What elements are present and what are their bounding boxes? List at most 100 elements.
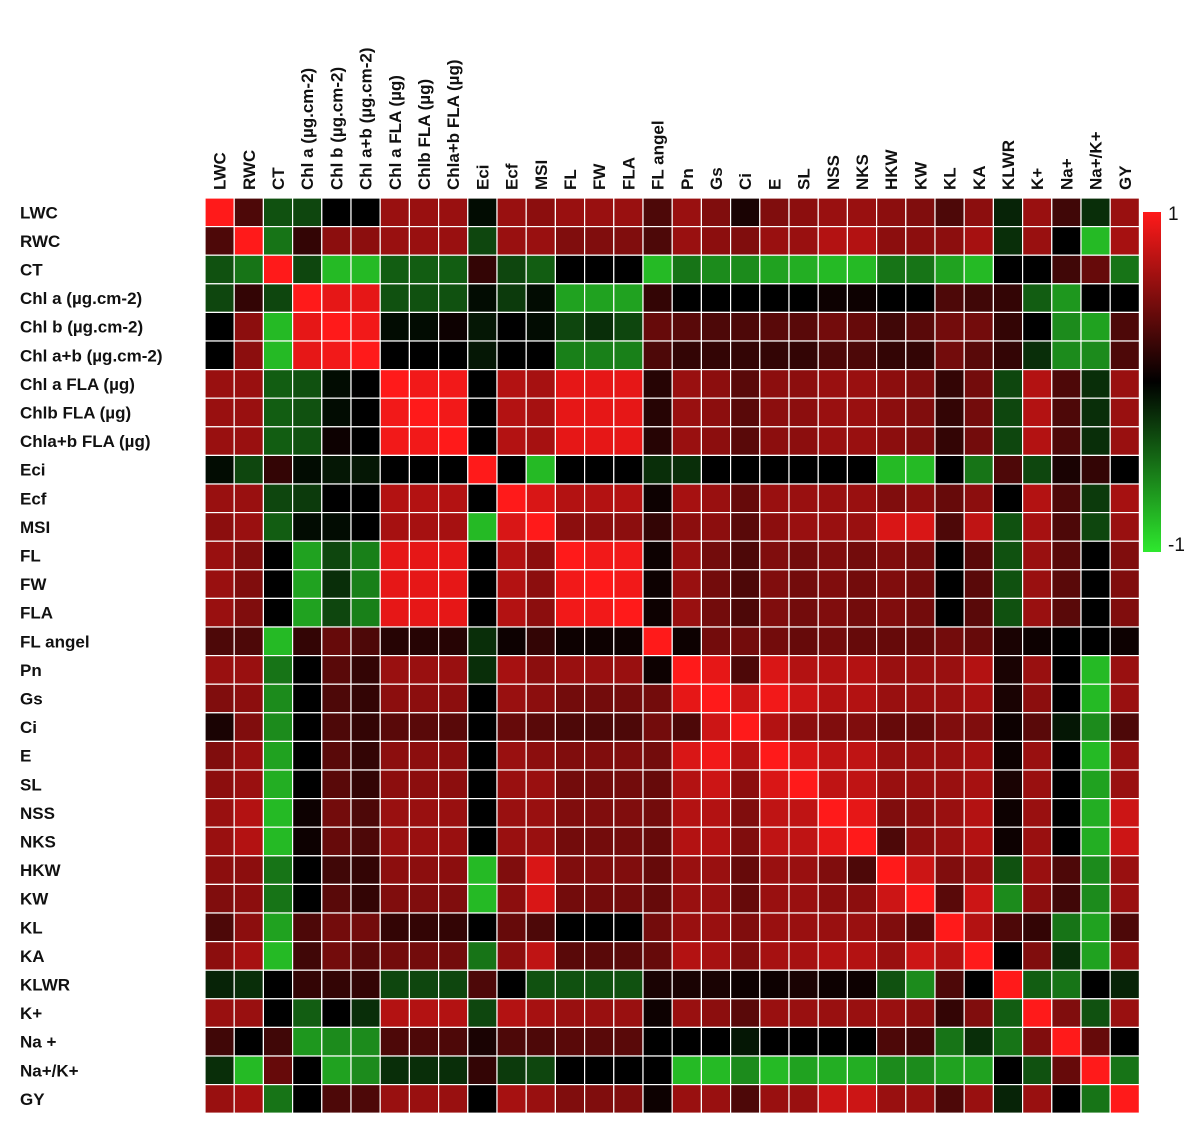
heatmap-cell <box>963 597 995 628</box>
heatmap-cell <box>729 397 761 428</box>
heatmap-cell <box>321 654 352 685</box>
heatmap-cell <box>262 254 294 285</box>
heatmap-cell <box>759 797 790 828</box>
heatmap-cell <box>350 569 381 599</box>
heatmap-cell <box>1051 369 1082 399</box>
heatmap-cell <box>671 912 703 943</box>
heatmap-cell <box>759 683 790 714</box>
heatmap-cell <box>583 1055 615 1086</box>
heatmap-cell <box>583 483 615 514</box>
heatmap-cell <box>729 226 761 256</box>
heatmap-cell <box>292 969 323 1000</box>
heatmap-cell <box>1051 483 1082 514</box>
heatmap-cell <box>642 826 673 857</box>
heatmap-cell <box>379 226 411 256</box>
heatmap-cell <box>321 855 352 885</box>
heatmap-cell <box>1021 226 1053 256</box>
heatmap-cell <box>1021 969 1053 1000</box>
heatmap-cell <box>992 912 1024 943</box>
heatmap-cell <box>525 340 557 371</box>
heatmap-cell <box>642 540 673 571</box>
heatmap-cell <box>467 797 498 828</box>
heatmap-cell <box>321 797 352 828</box>
heatmap-cell <box>262 226 294 256</box>
heatmap-cell <box>817 797 849 828</box>
heatmap-cell <box>496 826 527 857</box>
heatmap-cell <box>379 311 411 342</box>
heatmap-cell <box>379 712 411 742</box>
heatmap-cell <box>554 340 586 371</box>
heatmap-cell <box>846 340 878 371</box>
heatmap-cell <box>788 540 819 571</box>
heatmap-cell <box>233 626 264 657</box>
heatmap-cell <box>905 226 936 256</box>
heatmap-cell <box>671 998 703 1028</box>
heatmap-cell <box>408 769 440 800</box>
heatmap-cell <box>408 626 440 657</box>
heatmap-cell <box>496 1083 527 1114</box>
heatmap-cell <box>934 311 965 342</box>
heatmap-cell <box>759 1055 790 1086</box>
heatmap-cell <box>321 683 352 714</box>
heatmap-cell <box>233 1055 264 1086</box>
heatmap-cell <box>233 540 264 571</box>
heatmap-cell <box>934 340 965 371</box>
heatmap-cell <box>408 683 440 714</box>
heatmap-cell <box>671 540 703 571</box>
heatmap-cell <box>1080 226 1111 256</box>
heatmap-cell <box>1109 769 1140 800</box>
heatmap-cell <box>729 855 761 885</box>
heatmap-cell <box>204 683 235 714</box>
heatmap-cell <box>788 569 819 599</box>
heatmap-cell <box>729 511 761 542</box>
heatmap-cell <box>262 740 294 771</box>
heatmap-cell <box>700 454 732 485</box>
heatmap-cell <box>583 740 615 771</box>
heatmap-cell <box>321 226 352 256</box>
heatmap-cell <box>1021 397 1053 428</box>
row-label: KL <box>20 918 43 937</box>
heatmap-cell <box>817 998 849 1028</box>
heatmap-cell <box>729 1055 761 1086</box>
heatmap-cell <box>467 254 498 285</box>
heatmap-cell <box>292 683 323 714</box>
heatmap-cell <box>934 1055 965 1086</box>
heatmap-cell <box>262 511 294 542</box>
heatmap-cell <box>438 597 469 628</box>
heatmap-cell <box>729 340 761 371</box>
heatmap-cell <box>642 1055 673 1086</box>
heatmap-cell <box>992 712 1024 742</box>
heatmap-cell <box>233 940 264 971</box>
heatmap-cell <box>262 397 294 428</box>
heatmap-cell <box>496 626 527 657</box>
heatmap-cell <box>963 826 995 857</box>
heatmap-cell <box>321 883 352 914</box>
heatmap-cell <box>262 369 294 399</box>
heatmap-cell <box>554 683 586 714</box>
row-label: FW <box>20 575 47 594</box>
heatmap-cell <box>408 511 440 542</box>
heatmap-cell <box>642 397 673 428</box>
heatmap-cell <box>233 1083 264 1114</box>
column-label: Pn <box>678 168 697 190</box>
heatmap-cell <box>321 998 352 1028</box>
column-label: CT <box>269 167 288 190</box>
heatmap-cell <box>438 1055 469 1086</box>
heatmap-cell <box>700 797 732 828</box>
heatmap-cell <box>934 454 965 485</box>
heatmap-cell <box>729 797 761 828</box>
heatmap-cell <box>1021 1026 1053 1057</box>
heatmap-cell <box>1021 1055 1053 1086</box>
heatmap-cell <box>846 569 878 599</box>
heatmap-cell <box>554 511 586 542</box>
heatmap-cell <box>321 426 352 456</box>
heatmap-cell <box>875 1083 907 1114</box>
heatmap-cell <box>729 283 761 313</box>
heatmap-cell <box>554 626 586 657</box>
heatmap-cell <box>700 712 732 742</box>
heatmap-cell <box>583 226 615 256</box>
heatmap-cell <box>759 912 790 943</box>
heatmap-cell <box>496 769 527 800</box>
heatmap-cell <box>554 311 586 342</box>
heatmap-cell <box>583 1083 615 1114</box>
